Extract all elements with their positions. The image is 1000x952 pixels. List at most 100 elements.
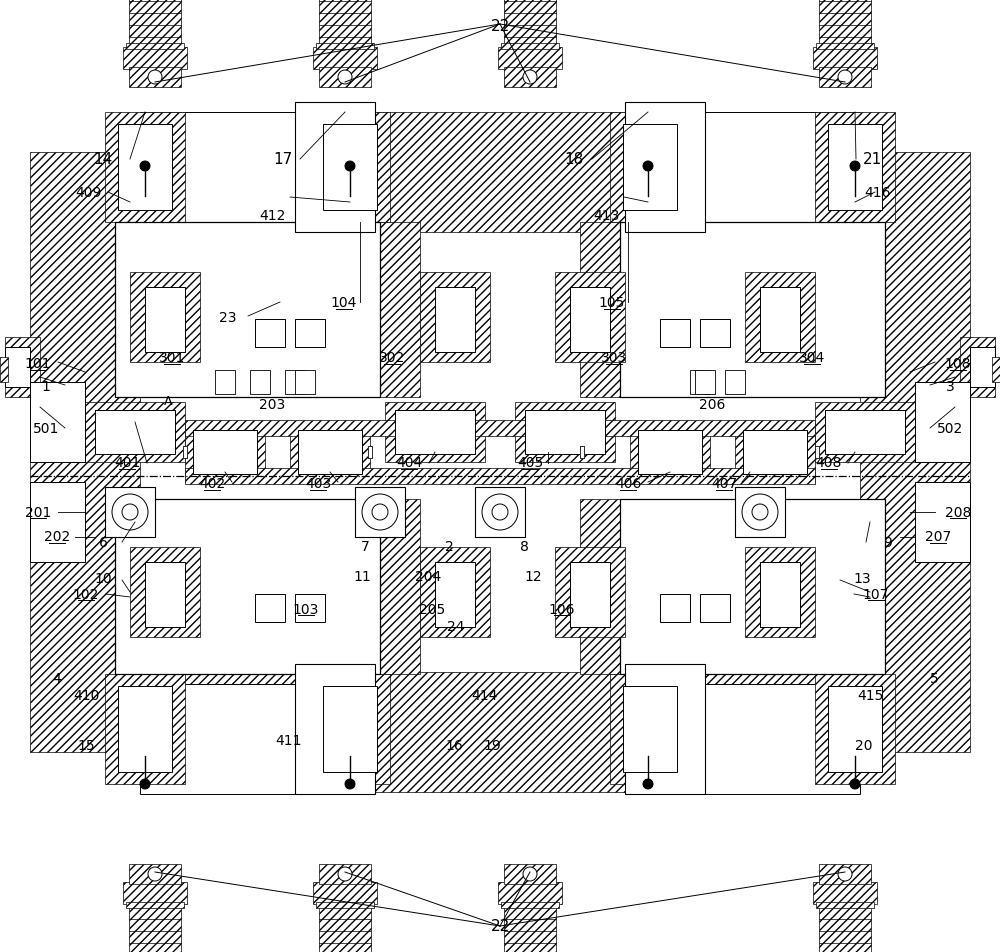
Text: 7: 7: [361, 540, 369, 553]
Bar: [316, 902, 374, 908]
Bar: [525, 410, 605, 454]
Bar: [580, 223, 630, 398]
Circle shape: [112, 494, 148, 530]
Circle shape: [492, 505, 508, 521]
Bar: [140, 113, 295, 223]
Bar: [625, 664, 705, 794]
Text: 303: 303: [601, 351, 627, 365]
Bar: [420, 547, 490, 637]
Bar: [498, 48, 562, 69]
Bar: [860, 153, 970, 752]
Text: 23: 23: [219, 311, 237, 325]
Circle shape: [752, 505, 768, 521]
Bar: [620, 223, 885, 398]
Bar: [420, 272, 490, 363]
Text: 22: 22: [490, 19, 510, 34]
Bar: [819, 68, 871, 88]
Bar: [504, 0, 556, 48]
Bar: [815, 446, 819, 459]
Text: 101: 101: [25, 357, 51, 370]
Circle shape: [338, 71, 352, 85]
Circle shape: [148, 867, 162, 881]
Circle shape: [362, 494, 398, 530]
Bar: [435, 563, 475, 627]
Bar: [816, 902, 874, 908]
Bar: [115, 645, 380, 674]
Bar: [825, 410, 905, 454]
Bar: [580, 500, 630, 674]
Bar: [130, 272, 200, 363]
Bar: [255, 320, 285, 347]
Bar: [501, 902, 559, 908]
Text: 19: 19: [483, 739, 501, 752]
Circle shape: [643, 162, 653, 171]
Bar: [118, 686, 172, 772]
Circle shape: [838, 867, 852, 881]
Bar: [705, 684, 860, 794]
Text: 2: 2: [445, 540, 453, 553]
Bar: [368, 446, 372, 459]
Bar: [183, 446, 187, 459]
Bar: [295, 594, 325, 623]
Bar: [630, 423, 710, 483]
Text: 411: 411: [276, 734, 302, 747]
Bar: [745, 272, 815, 363]
Bar: [760, 563, 800, 627]
Text: 18: 18: [564, 151, 584, 167]
Bar: [395, 410, 475, 454]
Bar: [193, 430, 257, 474]
Bar: [126, 44, 184, 50]
Bar: [745, 547, 815, 637]
Bar: [355, 487, 405, 538]
Bar: [123, 883, 187, 904]
Text: 21: 21: [863, 151, 883, 167]
Bar: [435, 288, 475, 352]
Bar: [370, 223, 420, 398]
Bar: [105, 113, 185, 223]
Text: 204: 204: [415, 569, 441, 583]
Bar: [610, 674, 690, 784]
Circle shape: [838, 71, 852, 85]
Bar: [215, 370, 235, 394]
Bar: [129, 904, 181, 952]
Bar: [705, 113, 860, 223]
Bar: [555, 272, 625, 363]
Bar: [570, 288, 610, 352]
Bar: [30, 483, 85, 563]
Bar: [313, 883, 377, 904]
Text: 402: 402: [199, 477, 225, 490]
Bar: [504, 68, 556, 88]
Bar: [816, 44, 874, 50]
Text: 9: 9: [884, 536, 892, 549]
Bar: [815, 113, 895, 223]
Text: 410: 410: [73, 688, 99, 702]
Bar: [290, 423, 370, 483]
Text: 405: 405: [517, 456, 543, 469]
Bar: [295, 103, 375, 232]
Text: 106: 106: [549, 603, 575, 616]
Bar: [819, 904, 871, 952]
Bar: [183, 446, 187, 459]
Bar: [185, 468, 815, 485]
Bar: [140, 113, 860, 232]
Bar: [323, 125, 377, 210]
Bar: [620, 645, 885, 674]
Bar: [115, 223, 380, 398]
Text: 202: 202: [44, 530, 70, 544]
Bar: [0, 358, 8, 383]
Text: 501: 501: [33, 422, 59, 435]
Bar: [813, 883, 877, 904]
Bar: [105, 487, 155, 538]
Bar: [319, 68, 371, 88]
Bar: [700, 594, 730, 623]
Bar: [828, 686, 882, 772]
Bar: [145, 563, 185, 627]
Text: 412: 412: [259, 209, 285, 223]
Bar: [504, 864, 556, 884]
Bar: [30, 383, 85, 463]
Text: 208: 208: [945, 506, 971, 519]
Bar: [970, 347, 995, 387]
Bar: [319, 864, 371, 884]
Bar: [85, 403, 185, 463]
Bar: [623, 686, 677, 772]
